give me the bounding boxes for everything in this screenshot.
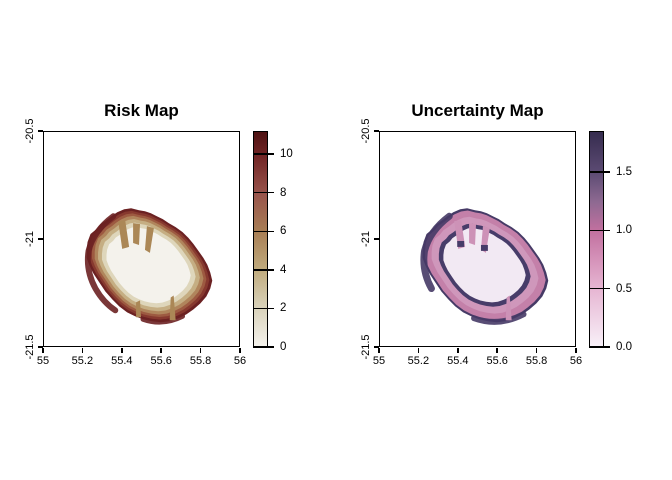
y-axis: -20.5 -21 -21.5 [20, 118, 43, 360]
x-tick-mark [535, 348, 538, 353]
x-tick-mark [457, 348, 459, 353]
x-tick-label: 55.8 [525, 355, 548, 367]
y-tick-label: -20.5 [360, 118, 372, 144]
colorbar-risk: 0 2 4 6 8 10 [253, 131, 336, 353]
x-tick-label: 55.4 [447, 355, 469, 367]
colorbar-tick-label: 10 [280, 148, 293, 161]
y-tick-mark [38, 130, 43, 132]
x-tick-mark [42, 348, 44, 353]
colorbar-tick-label: 0.5 [616, 282, 632, 295]
x-tick-label: 55.8 [189, 355, 212, 367]
x-tick-mark [575, 348, 577, 353]
colorbar-tick-label: 0.0 [616, 341, 632, 353]
risk-valley-finger-5 [136, 300, 142, 318]
y-tick-label: -21 [24, 231, 36, 247]
x-tick-label: 55 [372, 355, 386, 367]
x-tick-mark [81, 348, 84, 353]
uncertainty-raster-map [420, 208, 549, 325]
colorbar-tick-mark [589, 346, 610, 348]
colorbar-tick-mark [253, 230, 274, 233]
risk-dark-west-coast [84, 213, 119, 314]
x-tick-mark [160, 348, 162, 353]
colorbar-gradient [253, 131, 268, 347]
colorbar-tick-mark [253, 191, 274, 194]
uncertainty-valley-finger-2 [469, 223, 477, 245]
colorbar-tick-mark [589, 287, 610, 290]
risk-raster-map [84, 208, 213, 325]
y-tick-mark [38, 238, 43, 240]
x-tick-mark [199, 348, 202, 353]
colorbar-tick-label: 4 [280, 263, 287, 276]
colorbar-tick-label: 2 [280, 302, 287, 315]
panel-risk-map: Risk Map 55 55.2 55.4 55.6 55.8 56 -20.5 -21 -2 [20, 101, 336, 381]
x-tick-label: 55.6 [150, 355, 172, 367]
panel-title: Risk Map [104, 101, 179, 120]
colorbar-tick-label: 8 [280, 186, 287, 199]
x-tick-label: 56 [569, 355, 583, 367]
x-axis: 55 55.2 55.4 55.6 55.8 56 [373, 347, 582, 381]
x-tick-label: 56 [233, 355, 247, 367]
colorbar-tick-mark [589, 171, 610, 173]
colorbar-uncertainty: 0.0 0.5 1.0 1.5 [589, 131, 672, 353]
colorbar-tick-label: 1.0 [616, 224, 632, 237]
colorbar-tick-label: 1.5 [616, 165, 632, 178]
y-tick-mark [374, 130, 379, 132]
colorbar-tick-mark [589, 229, 610, 231]
colorbar-tick-label: 0 [280, 341, 287, 353]
y-tick-mark [38, 346, 43, 348]
x-tick-label: 55.4 [111, 355, 133, 367]
uncertainty-dark-speck-1 [457, 240, 465, 247]
y-axis: -20.5 -21 -21.5 [356, 118, 379, 360]
colorbar-tick-mark [253, 346, 274, 348]
colorbar-tick-mark [253, 269, 274, 271]
risk-dark-south-coast [140, 313, 186, 325]
uncertainty-dark-south-patch [471, 311, 527, 325]
colorbar-tick-label: 6 [280, 225, 287, 238]
colorbar-tick-mark [253, 307, 274, 310]
risk-valley-finger-2 [133, 223, 141, 245]
uncertainty-dark-west-patch [420, 212, 453, 293]
risk-valley-finger-1 [118, 220, 130, 249]
colorbar-gradient [589, 131, 604, 347]
plot-area [379, 131, 576, 347]
x-tick-label: 55 [36, 355, 50, 367]
uncertainty-valley-finger-4 [505, 295, 512, 321]
colorbar-tick-mark [253, 153, 274, 155]
x-tick-mark [496, 348, 498, 353]
panel-title: Uncertainty Map [411, 101, 544, 120]
x-tick-label: 55.2 [71, 355, 94, 367]
y-tick-label: -21.5 [360, 334, 372, 360]
risk-valley-finger-4 [169, 295, 176, 321]
x-tick-mark [121, 348, 123, 353]
uncertainty-dark-speck-2 [480, 244, 488, 251]
y-tick-label: -20.5 [24, 118, 36, 144]
x-tick-label: 55.2 [407, 355, 430, 367]
x-tick-label: 55.6 [486, 355, 508, 367]
y-tick-mark [374, 238, 379, 240]
x-tick-mark [378, 348, 380, 353]
x-tick-mark [417, 348, 420, 353]
panel-uncertainty-map: Uncertainty Map 55 55.2 55.4 55.6 55.8 56 -20… [336, 0, 672, 480]
y-tick-label: -21.5 [24, 334, 36, 360]
y-tick-mark [374, 346, 379, 348]
y-tick-label: -21 [360, 231, 372, 247]
x-axis: 55 55.2 55.4 55.6 55.8 56 [37, 347, 246, 381]
plot-area [43, 131, 240, 347]
x-tick-mark [239, 348, 241, 353]
risk-valley-finger-3 [144, 226, 154, 253]
